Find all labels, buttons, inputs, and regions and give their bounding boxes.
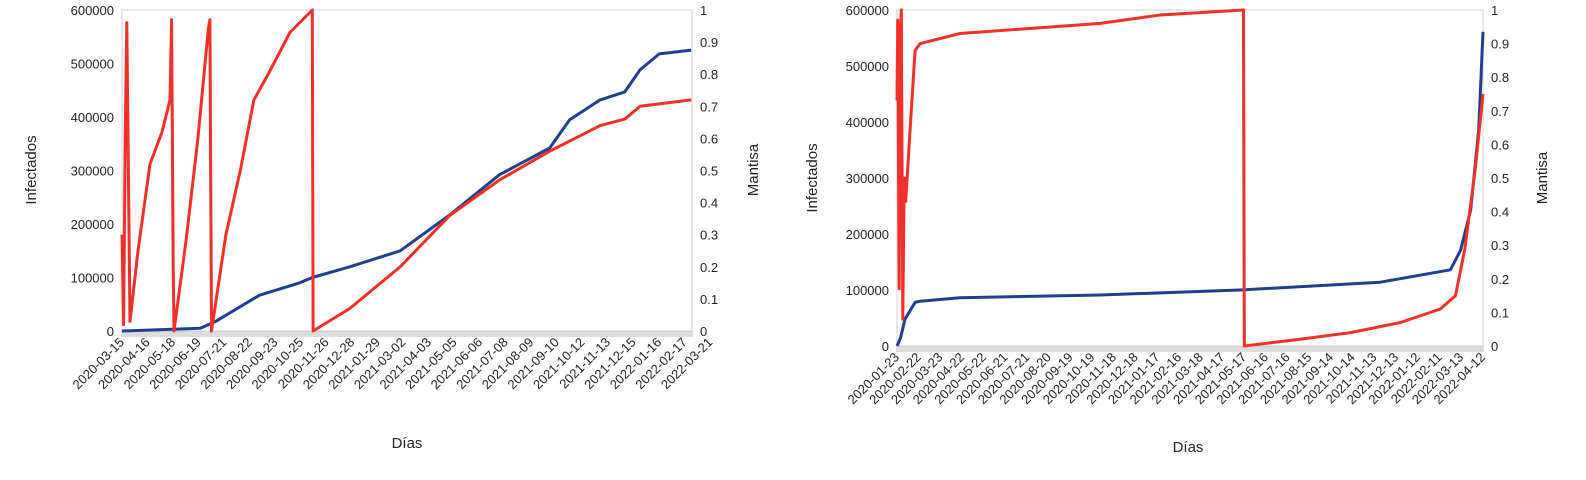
y-tick-label: 300000 — [71, 164, 114, 179]
y-tick-label: 300000 — [846, 171, 889, 186]
chart-left: Días Infectados Mantisa 0 100000 200000 300… — [23, 3, 762, 452]
y-tick-label: 100000 — [846, 283, 889, 298]
y2-tick-label: 0.4 — [700, 196, 718, 211]
y2-tick-label: 0.1 — [700, 292, 718, 307]
y-tick-label: 200000 — [846, 227, 889, 242]
x-axis-minor-ticks — [121, 331, 693, 337]
series-line-infectados — [121, 48, 692, 333]
y2-tick-label: 0.6 — [700, 131, 718, 146]
y-tick-label: 600000 — [71, 3, 114, 18]
series-line-mantisa — [120, 8, 692, 333]
y-tick-label: 500000 — [71, 57, 114, 72]
y2-tick-label: 0.8 — [700, 67, 718, 82]
y2-tick-label: 0.9 — [700, 35, 718, 50]
y-tick-label: 100000 — [71, 271, 114, 286]
y-tick-label: 600000 — [846, 3, 889, 18]
y2-axis-title: Mantisa — [745, 143, 762, 196]
chart-right: Días Infectados Mantisa 0 100000 200000 300… — [804, 3, 1551, 456]
series-line-infectados — [895, 31, 1485, 347]
y-tick-label: 400000 — [71, 110, 114, 125]
y2-tick-label: 0.2 — [700, 260, 718, 275]
y2-axis-title: Mantisa — [1534, 151, 1551, 204]
y-tick-label: 0 — [107, 324, 114, 339]
y2-tick-label: 0.1 — [1491, 305, 1509, 320]
y2-tick-label: 0.7 — [700, 99, 718, 114]
y2-tick-label: 0.2 — [1491, 272, 1509, 287]
y-tick-label: 0 — [882, 339, 889, 354]
plot-area — [121, 9, 693, 332]
y2-tick-label: 0.9 — [1491, 37, 1509, 52]
x-axis-title: Días — [392, 435, 423, 452]
y-tick-label: 400000 — [846, 115, 889, 130]
y-tick-label: 200000 — [71, 217, 114, 232]
y2-tick-label: 0.4 — [1491, 205, 1509, 220]
y-axis-title: Infectados — [804, 143, 821, 212]
y2-tick-label: 0.3 — [700, 228, 718, 243]
x-axis-minor-ticks — [896, 346, 1484, 352]
series-line-mantisa — [895, 8, 1485, 348]
y2-tick-label: 0.3 — [1491, 238, 1509, 253]
y2-tick-label: 0.5 — [700, 164, 718, 179]
y2-tick-label: 0.7 — [1491, 104, 1509, 119]
y-tick-label: 500000 — [846, 59, 889, 74]
plot-area — [896, 9, 1484, 347]
y2-tick-label: 1 — [1491, 3, 1498, 18]
y2-tick-label: 1 — [700, 3, 707, 18]
y2-tick-label: 0 — [700, 324, 707, 339]
y2-tick-label: 0.5 — [1491, 171, 1509, 186]
y2-tick-label: 0 — [1491, 339, 1498, 354]
y2-tick-label: 0.8 — [1491, 70, 1509, 85]
x-axis-title: Días — [1173, 439, 1204, 456]
y2-tick-label: 0.6 — [1491, 137, 1509, 152]
y-axis-title: Infectados — [23, 135, 40, 204]
